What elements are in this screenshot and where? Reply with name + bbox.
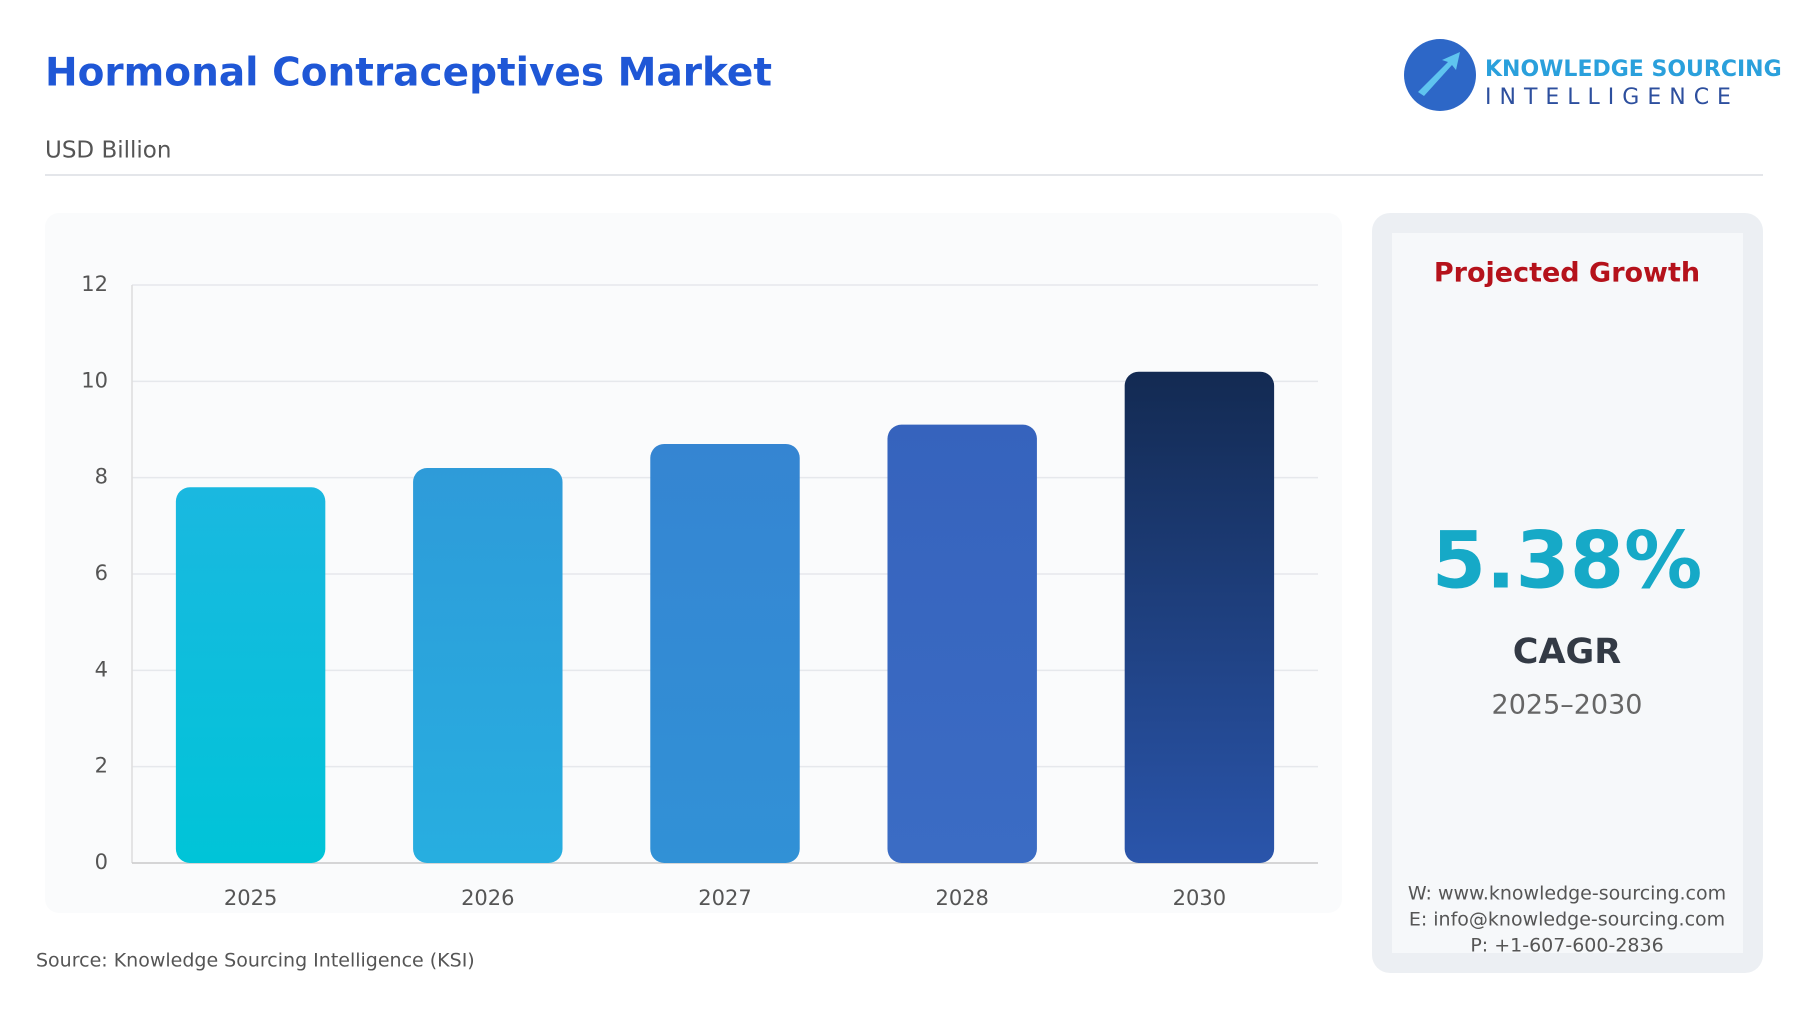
- bar: [650, 443, 800, 863]
- y-tick-label: 8: [95, 465, 108, 489]
- logo-arrow: [1418, 52, 1460, 96]
- cagr-label: CAGR: [1513, 632, 1622, 672]
- logo: KNOWLEDGE SOURCING INTELLIGENCE: [1404, 39, 1782, 111]
- y-tick-label: 10: [81, 368, 108, 392]
- y-tick-label: 4: [95, 657, 108, 681]
- x-tick-label: 2028: [935, 886, 988, 910]
- website: W: www.knowledge-sourcing.com: [1408, 883, 1726, 905]
- source: Source: Knowledge Sourcing Intelligence …: [36, 950, 475, 972]
- logo-line1: KNOWLEDGE SOURCING: [1485, 57, 1782, 82]
- x-tick-label: 2027: [698, 886, 751, 910]
- phone: P: +1-607-600-2836: [1470, 935, 1663, 957]
- y-tick-label: 2: [95, 754, 108, 778]
- cagr-value: 5.38%: [1432, 516, 1703, 606]
- bar: [413, 468, 563, 863]
- x-tick-label: 2030: [1173, 886, 1226, 910]
- chart-title: Hormonal Contraceptives Market: [45, 51, 772, 96]
- side-panel-inner: [1392, 233, 1743, 953]
- bar: [1124, 371, 1275, 863]
- cagr-period: 2025–2030: [1492, 690, 1643, 721]
- bar: [175, 487, 326, 863]
- y-tick-label: 0: [95, 850, 108, 874]
- y-tick-label: 12: [81, 272, 108, 296]
- email: E: info@knowledge-sourcing.com: [1409, 909, 1725, 931]
- y-tick-label: 6: [95, 561, 108, 585]
- panel-heading: Projected Growth: [1434, 258, 1700, 289]
- subtitle: USD Billion: [45, 138, 171, 164]
- bar: [887, 424, 1037, 863]
- x-tick-label: 2025: [224, 886, 277, 910]
- x-tick-label: 2026: [461, 886, 514, 910]
- logo-line2: INTELLIGENCE: [1485, 85, 1739, 110]
